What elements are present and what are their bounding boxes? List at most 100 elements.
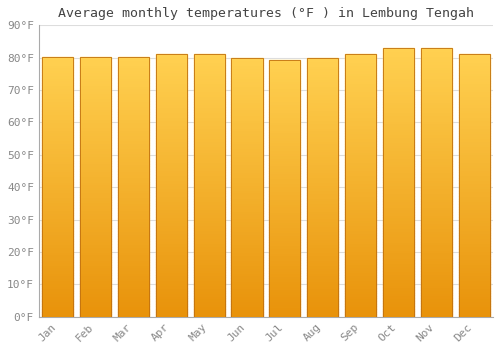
Bar: [307, 131, 338, 133]
Bar: [80, 283, 111, 286]
Bar: [42, 273, 74, 275]
Bar: [156, 159, 187, 162]
Bar: [458, 196, 490, 199]
Bar: [421, 266, 452, 268]
Bar: [421, 185, 452, 188]
Bar: [42, 104, 74, 106]
Bar: [80, 195, 111, 197]
Bar: [307, 92, 338, 94]
Bar: [80, 117, 111, 119]
Bar: [194, 290, 224, 293]
Bar: [118, 312, 149, 314]
Bar: [421, 169, 452, 171]
Bar: [270, 276, 300, 278]
Bar: [80, 142, 111, 145]
Bar: [383, 314, 414, 317]
Bar: [383, 268, 414, 271]
Bar: [383, 196, 414, 198]
Bar: [194, 188, 224, 191]
Bar: [458, 246, 490, 248]
Bar: [270, 166, 300, 168]
Bar: [458, 96, 490, 99]
Bar: [232, 198, 262, 200]
Bar: [80, 148, 111, 150]
Bar: [270, 81, 300, 83]
Bar: [383, 225, 414, 228]
Bar: [194, 91, 224, 94]
Bar: [156, 67, 187, 70]
Bar: [80, 59, 111, 62]
Bar: [270, 312, 300, 314]
Bar: [383, 201, 414, 204]
Bar: [383, 69, 414, 72]
Bar: [307, 161, 338, 164]
Bar: [458, 154, 490, 157]
Bar: [118, 75, 149, 78]
Bar: [383, 110, 414, 112]
Bar: [458, 191, 490, 194]
Bar: [80, 286, 111, 288]
Bar: [307, 200, 338, 203]
Bar: [458, 128, 490, 131]
Bar: [270, 83, 300, 86]
Bar: [458, 120, 490, 122]
Bar: [194, 270, 224, 272]
Bar: [232, 60, 262, 63]
Bar: [194, 164, 224, 167]
Bar: [421, 295, 452, 298]
Bar: [270, 132, 300, 135]
Bar: [80, 137, 111, 140]
Bar: [194, 78, 224, 80]
Bar: [458, 115, 490, 117]
Bar: [383, 56, 414, 59]
Bar: [118, 135, 149, 138]
Bar: [383, 182, 414, 185]
Bar: [270, 65, 300, 68]
Bar: [345, 55, 376, 57]
Bar: [156, 125, 187, 128]
Bar: [307, 154, 338, 156]
Bar: [345, 86, 376, 89]
Bar: [156, 278, 187, 280]
Bar: [232, 294, 262, 296]
Bar: [307, 203, 338, 205]
Bar: [421, 126, 452, 128]
Bar: [345, 312, 376, 314]
Bar: [458, 117, 490, 120]
Bar: [118, 288, 149, 291]
Bar: [156, 109, 187, 112]
Bar: [345, 60, 376, 62]
Bar: [270, 299, 300, 301]
Bar: [80, 314, 111, 317]
Bar: [458, 170, 490, 173]
Bar: [307, 288, 338, 291]
Bar: [194, 248, 224, 251]
Bar: [80, 85, 111, 88]
Bar: [156, 225, 187, 228]
Bar: [118, 265, 149, 267]
Bar: [194, 251, 224, 254]
Bar: [194, 259, 224, 262]
Bar: [156, 248, 187, 251]
Bar: [307, 156, 338, 159]
Bar: [118, 236, 149, 239]
Bar: [156, 96, 187, 99]
Bar: [232, 267, 262, 270]
Bar: [232, 97, 262, 99]
Bar: [270, 307, 300, 309]
Bar: [80, 309, 111, 312]
Bar: [307, 118, 338, 120]
Bar: [383, 206, 414, 209]
Bar: [156, 275, 187, 278]
Bar: [421, 250, 452, 252]
Bar: [232, 211, 262, 213]
Bar: [42, 254, 74, 257]
Bar: [383, 48, 414, 51]
Bar: [80, 166, 111, 169]
Bar: [421, 145, 452, 147]
Bar: [383, 244, 414, 247]
Bar: [42, 247, 74, 249]
Bar: [80, 187, 111, 189]
Bar: [42, 132, 74, 135]
Bar: [421, 134, 452, 136]
